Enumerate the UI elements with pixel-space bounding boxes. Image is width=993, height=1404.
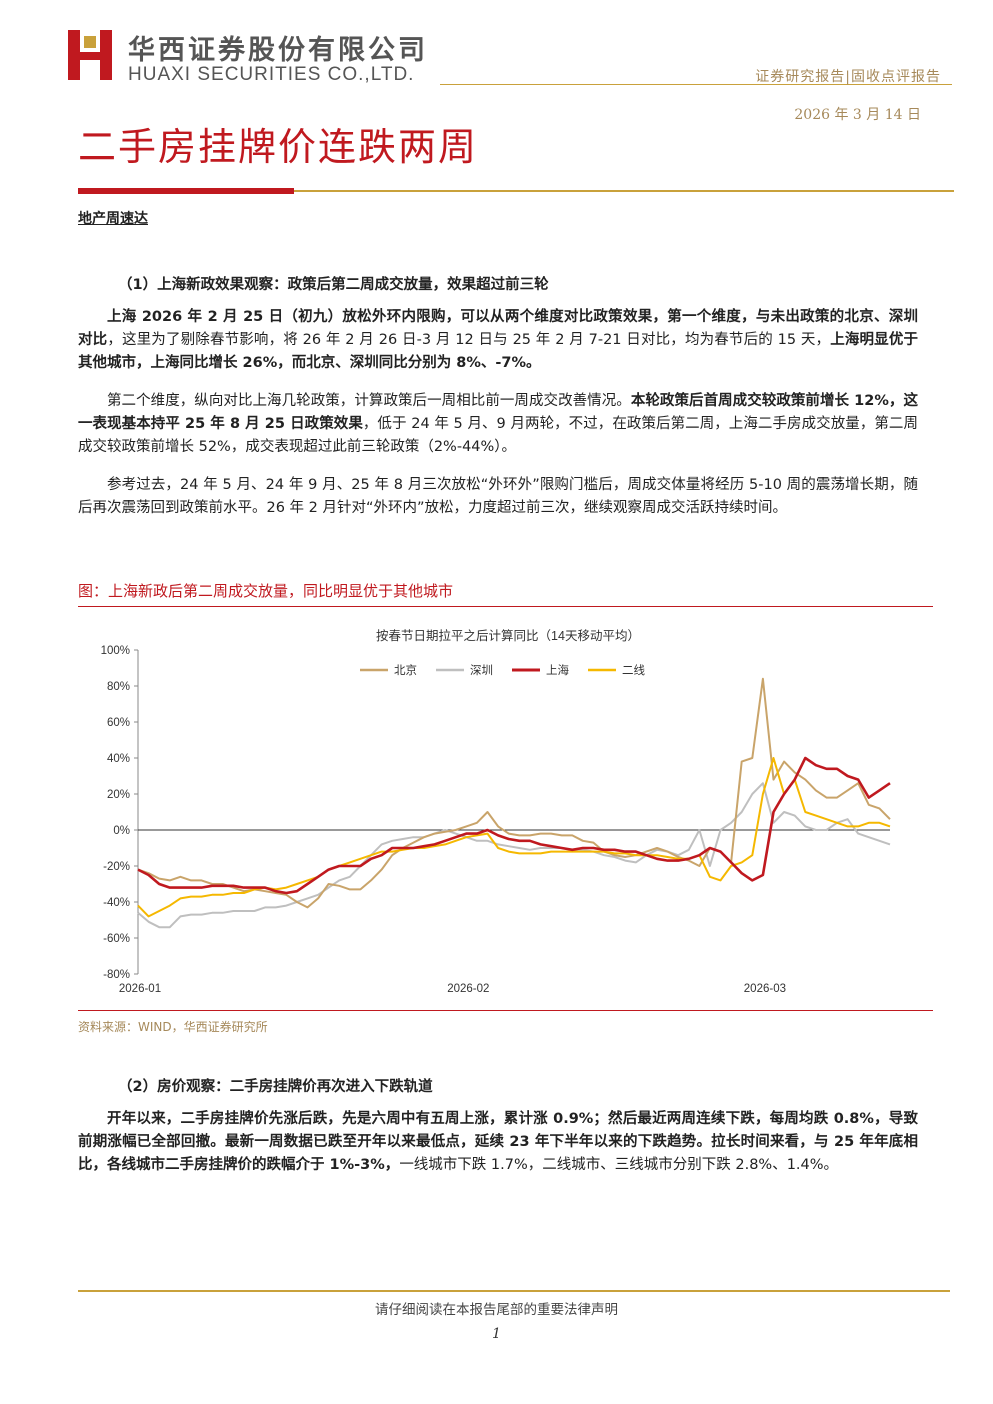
series-line-1 [137, 677, 891, 909]
text-run: 一线城市下跌 1.7%，二线城市、三线城市分别下跌 2.8%、1.4%。 [399, 1157, 839, 1173]
report-title: 二手房挂牌价连跌两周 [78, 125, 479, 169]
text-run: 上海明显优于其他城市，上海同比增长 26%，而北京、深圳同比分别为 8%、-7%… [78, 332, 918, 371]
y-axis: 100% 80% 60% 40% 20% 0% -20% -40% -60% -80% [101, 645, 139, 981]
legend-label: 深圳 [470, 663, 493, 677]
title-underline-gold [294, 190, 954, 192]
huaxi-logo-icon [62, 26, 118, 84]
y-tick-label: 20% [107, 789, 130, 801]
section-1-heading: （1）上海新政效果观察：政策后第二周成交放量，效果超过前三轮 [118, 277, 549, 293]
series-line-4 [137, 757, 891, 918]
line-chart: 按春节日期拉平之后计算同比（14天移动平均） 北京 深圳 上海 二线 100% 80% 6… [101, 628, 891, 995]
section-1-paragraph-3: 参考过去，24 年 5 月、24 年 9 月、25 年 8 月三次放松“外环外”… [78, 474, 918, 520]
section-label: 地产周速达 [78, 211, 148, 227]
y-tick-label: -60% [103, 933, 130, 945]
y-tick-label: 100% [101, 645, 130, 657]
y-tick-label: 60% [107, 717, 130, 729]
text-run: 第二个维度，纵向对比上海几轮政策，计算政策后一周相比前一周成交改善情况。 [107, 393, 631, 409]
chart-series [137, 677, 891, 929]
company-name-cn: 华西证券股份有限公司 [128, 35, 428, 66]
company-name-en: HUAXI SECURITIES CO.,LTD. [128, 64, 415, 85]
text-run: 本轮政策后首周成交较政策前增长 12%，这一表现基本持平 25 年 8 月 25… [78, 393, 918, 432]
y-tick-label: -40% [103, 897, 130, 909]
figure-source: 资料来源：WIND，华西证券研究所 [78, 1020, 268, 1034]
report-type: 证券研究报告|固收点评报告 [755, 69, 941, 85]
x-axis: 2026-01 2026-02 2026-03 [119, 829, 890, 995]
series-line-3 [137, 756, 891, 895]
section-1-paragraph-1: 上海 2026 年 2 月 25 日（初九）放松外环内限购，可以从两个维度对比政… [78, 306, 918, 375]
report-date: 2026 年 3 月 14 日 [794, 107, 921, 123]
chart-legend: 北京 深圳 上海 二线 [360, 663, 645, 677]
legend-label: 北京 [394, 663, 417, 677]
y-tick-label: 80% [107, 681, 130, 693]
header-divider [440, 84, 952, 85]
x-tick-label: 2026-01 [119, 983, 161, 995]
y-tick-label: -20% [103, 861, 130, 873]
text-run: 开年以来，二手房挂牌价先涨后跌，先是六周中有五周上涨，累计涨 0.9%；然后最近… [78, 1111, 918, 1173]
title-underline-red [78, 188, 294, 194]
text-run: ，低于 24 年 5 月、9 月两轮，不过，在政策后第二周，上海二手房成交放量，… [78, 416, 918, 455]
footer-divider [78, 1290, 950, 1292]
chart-title: 按春节日期拉平之后计算同比（14天移动平均） [376, 628, 640, 643]
figure-bottom-rule [78, 1010, 933, 1011]
footer-disclaimer: 请仔细阅读在本报告尾部的重要法律声明 [375, 1302, 618, 1318]
x-tick-label: 2026-02 [447, 983, 489, 995]
y-tick-label: 40% [107, 753, 130, 765]
y-tick-label: 0% [113, 825, 130, 837]
y-tick-label: -80% [103, 969, 130, 981]
text-run: ，这里为了剔除春节影响，将 26 年 2 月 26 日-3 月 12 日与 25… [107, 332, 831, 348]
page-number: 1 [492, 1326, 501, 1342]
text-run: 参考过去，24 年 5 月、24 年 9 月、25 年 8 月三次放松“外环外”… [78, 477, 918, 516]
text-run: 上海 2026 年 2 月 25 日（初九）放松外环内限购，可以从两个维度对比政… [78, 309, 918, 348]
legend-label: 上海 [546, 663, 569, 677]
legend-label: 二线 [622, 663, 645, 677]
figure-top-rule [78, 606, 933, 607]
section-2-heading: （2）房价观察：二手房挂牌价再次进入下跌轨道 [118, 1079, 433, 1095]
section-2-paragraph-1: 开年以来，二手房挂牌价先涨后跌，先是六周中有五周上涨，累计涨 0.9%；然后最近… [78, 1108, 918, 1177]
section-1-paragraph-2: 第二个维度，纵向对比上海几轮政策，计算政策后一周相比前一周成交改善情况。本轮政策… [78, 390, 918, 459]
figure-caption: 图：上海新政后第二周成交放量，同比明显优于其他城市 [78, 582, 454, 600]
x-tick-label: 2026-03 [744, 983, 786, 995]
